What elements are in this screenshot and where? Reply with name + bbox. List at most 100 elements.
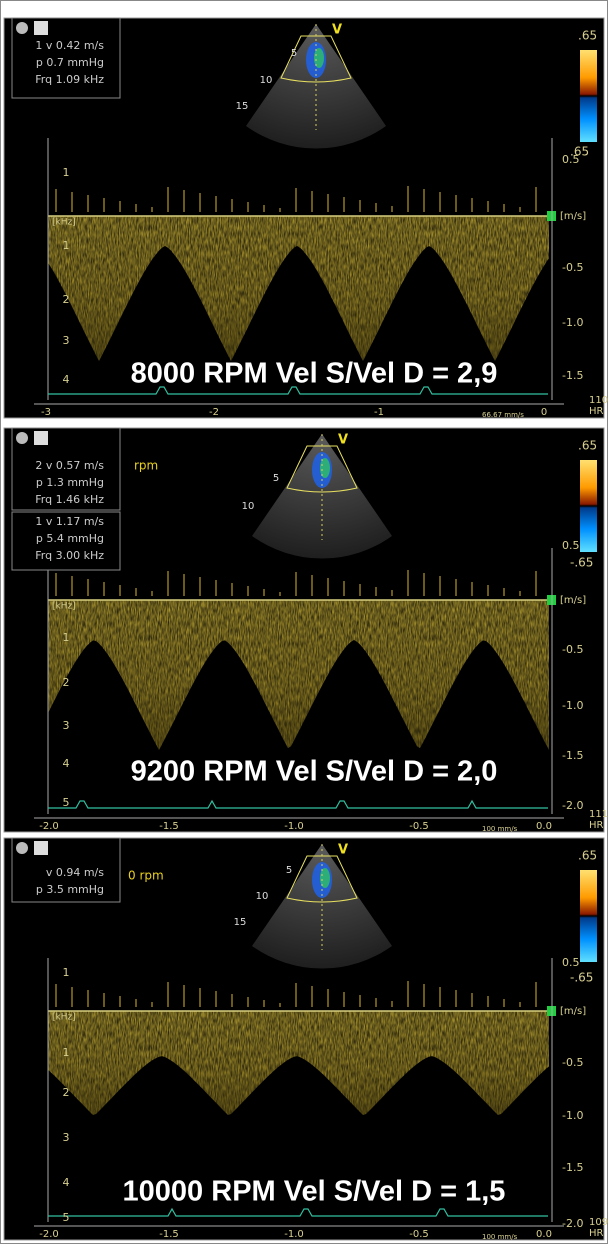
heart-rate-label: HR: [589, 1228, 604, 1239]
right-axis-label: -2.0: [562, 799, 583, 812]
left-axis-label: 1: [63, 239, 70, 252]
khz-unit: [kHz]: [52, 602, 76, 612]
right-axis-label: 0.5: [562, 539, 580, 552]
right-axis-label: -1.5: [562, 1161, 583, 1174]
time-axis-label: -3: [41, 407, 51, 418]
time-axis-label: -2.0: [39, 1229, 59, 1240]
ms-unit: [m/s]: [560, 595, 586, 606]
measurement: Frq 3.00 kHz: [35, 549, 104, 562]
caption: 9200 RPM Vel S/Vel D = 2,0: [131, 756, 498, 788]
time-axis-label: -1.5: [159, 1229, 179, 1240]
left-axis-label: 1: [63, 631, 70, 644]
depth-label: 10: [242, 501, 255, 512]
depth-label: 5: [273, 473, 279, 484]
mode-icon: [16, 432, 28, 444]
mode-icon: [16, 842, 28, 854]
depth-label: 5: [286, 865, 292, 876]
color-scale: [580, 460, 597, 552]
left-axis-label: 3: [63, 1131, 70, 1144]
heart-rate: 109: [589, 1217, 608, 1228]
measurement: Frq 1.46 kHz: [35, 493, 104, 506]
left-axis-label: 3: [63, 719, 70, 732]
heart-rate: 111: [589, 809, 608, 820]
flow-marker: V: [332, 23, 342, 38]
flow-marker: V: [338, 433, 348, 448]
time-axis-label: 0: [541, 407, 547, 418]
flow-marker: V: [338, 843, 348, 858]
scale-bottom: -.65: [570, 556, 593, 570]
right-axis-label: -1.0: [562, 316, 583, 329]
ms-unit: [m/s]: [560, 1006, 586, 1017]
right-axis-label: -1.5: [562, 369, 583, 382]
right-axis-label: -0.5: [562, 261, 583, 274]
color-scale: [580, 870, 597, 962]
rpm-label: rpm: [134, 459, 158, 473]
measurement: 1 v 0.42 m/s: [35, 39, 104, 52]
left-axis-label: 4: [63, 757, 70, 770]
depth-label: 10: [260, 75, 273, 86]
left-axis-label: 1: [63, 1046, 70, 1059]
rpm-label: 0 rpm: [128, 869, 164, 883]
right-axis-label: -1.0: [562, 1109, 583, 1122]
depth-label: 10: [256, 891, 269, 902]
left-axis-label: 4: [63, 1176, 70, 1189]
heart-rate-label: HR: [589, 820, 604, 831]
left-axis-label: 5: [63, 796, 70, 809]
ultrasound-panel: [kHz] 1 2 3 4 5 0.5 -0.5 -1.0 -1.5 -2.0 [m/s] -2.0 -1…: [4, 428, 608, 833]
caption: 10000 RPM Vel S/Vel D = 1,5: [123, 1176, 506, 1208]
time-axis-label: 0.0: [536, 1229, 552, 1240]
depth-label: 5: [291, 48, 297, 59]
time-axis-label: -1.0: [284, 821, 304, 832]
scale-top: .65: [578, 849, 597, 863]
color-scale: [580, 50, 597, 142]
scale-top: .65: [578, 439, 597, 453]
left-axis-label: 3: [63, 334, 70, 347]
left-axis-label: 1: [63, 166, 70, 179]
heart-rate-label: HR: [589, 406, 604, 417]
mode-icon: [16, 22, 28, 34]
khz-unit: [kHz]: [52, 1013, 76, 1023]
time-axis-label: -0.5: [409, 1229, 429, 1240]
time-axis-label: -1: [374, 407, 384, 418]
left-axis-label: 5: [63, 1211, 70, 1224]
left-axis-label: 4: [63, 373, 70, 386]
settings-icon: [34, 841, 48, 855]
heart-rate: 110: [589, 395, 608, 406]
settings-icon: [34, 431, 48, 445]
left-axis-label: 2: [63, 1086, 70, 1099]
right-axis-label: -0.5: [562, 1056, 583, 1069]
left-axis-label: 2: [63, 676, 70, 689]
time-axis-label: 0.0: [536, 821, 552, 832]
figure: [kHz]112340.5-0.5-1.0-1.5[m/s]-3-2-1066.…: [0, 0, 608, 1244]
time-axis-label: -0.5: [409, 821, 429, 832]
scale-bottom: -.65: [570, 971, 593, 985]
measurement: Frq 1.09 kHz: [35, 73, 104, 86]
settings-icon: [34, 21, 48, 35]
right-axis-label: -1.5: [562, 749, 583, 762]
depth-label: 15: [236, 101, 249, 112]
right-axis-label: 0.5: [562, 956, 580, 969]
time-axis-label: -1.5: [159, 821, 179, 832]
right-axis-label: -0.5: [562, 643, 583, 656]
measurement: v 0.94 m/s: [46, 866, 104, 879]
khz-unit: [kHz]: [52, 218, 76, 228]
left-axis-label: 2: [63, 293, 70, 306]
page: [kHz]112340.5-0.5-1.0-1.5[m/s]-3-2-1066.…: [0, 0, 608, 1244]
scale-bottom: .65: [570, 145, 589, 159]
depth-label: 15: [234, 917, 247, 928]
ms-unit: [m/s]: [560, 211, 586, 222]
measurement: p 0.7 mmHg: [36, 56, 104, 69]
right-axis-label: -1.0: [562, 699, 583, 712]
right-axis-label: -2.0: [562, 1217, 583, 1230]
left-axis-label: 1: [63, 966, 70, 979]
measurement: p 3.5 mmHg: [36, 883, 104, 896]
caption: 8000 RPM Vel S/Vel D = 2,9: [131, 358, 498, 390]
measurement: p 1.3 mmHg: [36, 476, 104, 489]
ultrasound-panel: [kHz] 1 1 2 3 4 5 0.5 -0.5 -1.0 -1.5 -2.0 [m/s] -2.0 -…: [4, 838, 608, 1241]
sweep-speed: 66.67 mm/s: [482, 411, 524, 419]
time-axis-label: -1.0: [284, 1229, 304, 1240]
time-axis-label: -2.0: [39, 821, 59, 832]
measurement: p 5.4 mmHg: [36, 532, 104, 545]
sweep-speed: 100 mm/s: [482, 1233, 518, 1241]
